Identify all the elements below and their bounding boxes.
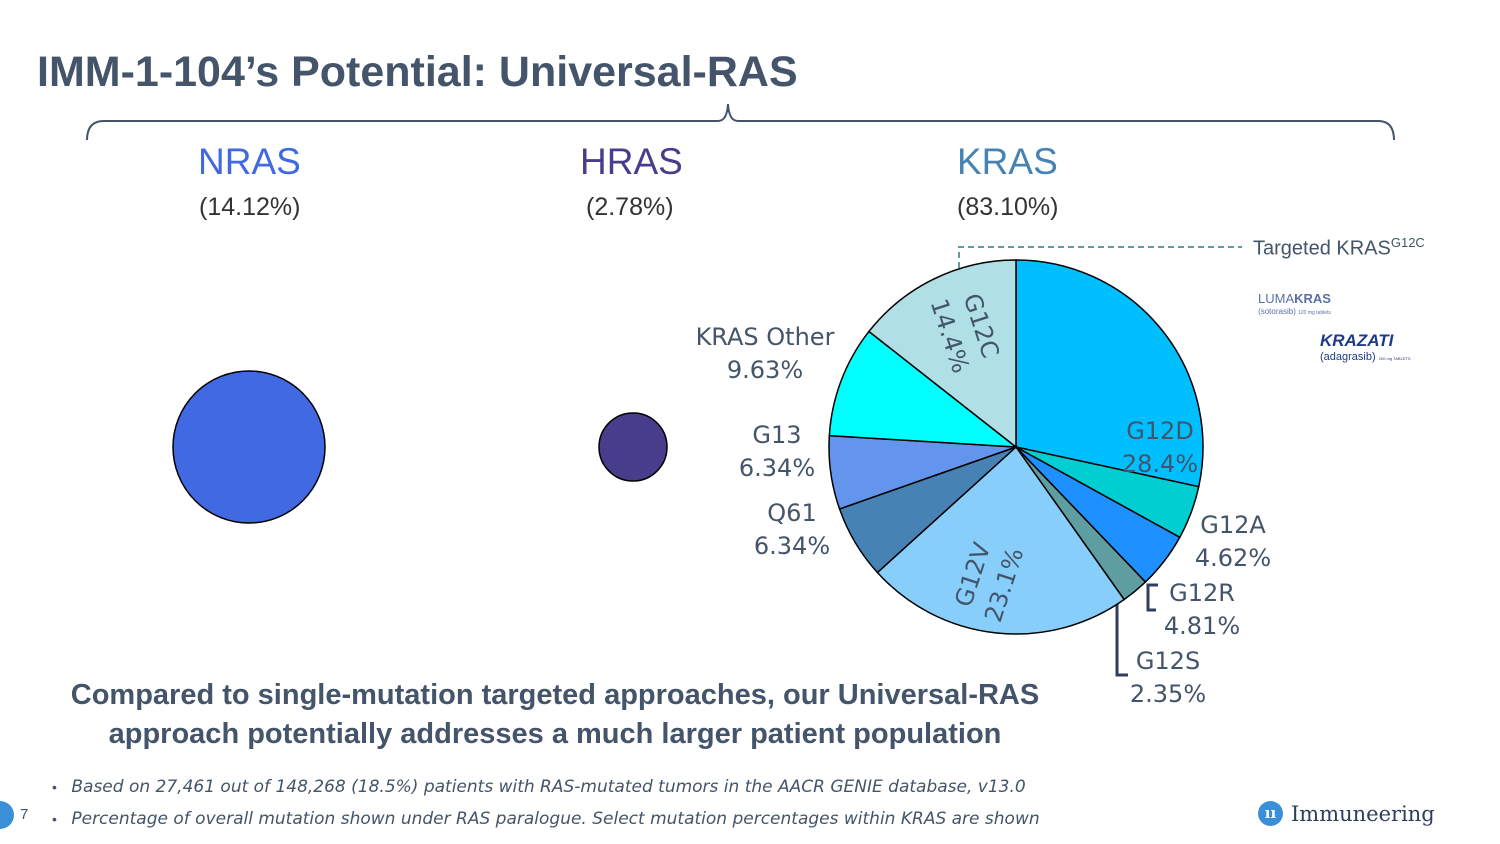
- targeted-leader-line: [958, 246, 1242, 268]
- kras-label: KRAS: [957, 141, 1058, 182]
- nras-circle: [172, 370, 326, 524]
- label-g12a: G12A 4.62%: [1194, 511, 1272, 572]
- footnote-2: • Percentage of overall mutation shown u…: [52, 809, 1040, 829]
- kras-percent: (83.10%): [957, 193, 1059, 221]
- krazati-logo: KRAZATI (adagrasib) 200 mg TABLETS: [1320, 331, 1411, 367]
- pie-slice-g12c: [867, 259, 1017, 449]
- targeted-kras-label: Targeted KRASG12C: [1253, 235, 1425, 261]
- pie-slice-kras-other: [828, 330, 1019, 448]
- label-g13: G13 6.34%: [738, 421, 816, 482]
- label-g12s: G12S 2.35%: [1129, 647, 1207, 708]
- footnote-text: Based on 27,461 out of 148,268 (18.5%) p…: [71, 777, 1026, 797]
- pie-slice-g12v: [876, 445, 1126, 635]
- bullet: •: [52, 779, 57, 795]
- hras-percent: (2.78%): [586, 193, 674, 221]
- immuneering-logo-icon: ıı: [1258, 801, 1283, 826]
- page-title: IMM-1-104’s Potential: Universal-RAS: [37, 48, 798, 96]
- nras-percent: (14.12%): [199, 193, 301, 221]
- label-kras-other: KRAS Other 9.63%: [695, 323, 835, 384]
- hras-label: HRAS: [580, 141, 683, 182]
- g12s-callout-line: [1115, 600, 1128, 677]
- page-number: 7: [20, 806, 29, 823]
- nras-label: NRAS: [198, 141, 301, 182]
- page-marker: [0, 801, 14, 829]
- label-q61: Q61 6.34%: [753, 499, 831, 560]
- lumakras-logo: LUMAKRAS (sotorasib) 120 mg tablets: [1258, 292, 1331, 320]
- pie-slice-g12d: [1015, 259, 1204, 488]
- krazati-logo-name: KRAZATI: [1320, 331, 1394, 350]
- label-g12d: G12D 28.4%: [1121, 417, 1199, 478]
- targeted-kras-sup: G12C: [1390, 235, 1425, 250]
- lumakras-logo-b: KRAS: [1294, 291, 1331, 306]
- lumakras-logo-dose: 120 mg tablets: [1298, 310, 1331, 316]
- krazati-logo-sub: (adagrasib): [1320, 351, 1376, 363]
- footnote-1: • Based on 27,461 out of 148,268 (18.5%)…: [52, 777, 1026, 797]
- headline: Compared to single-mutation targeted app…: [70, 679, 1040, 750]
- lumakras-logo-a: LUMA: [1258, 291, 1295, 306]
- krazati-logo-dose: 200 mg TABLETS: [1378, 356, 1411, 361]
- kras-pie: [828, 259, 1204, 635]
- hras-circle: [598, 412, 668, 482]
- label-g12r: G12R 4.81%: [1163, 579, 1241, 640]
- lumakras-logo-sub: (sotorasib): [1258, 307, 1296, 316]
- targeted-kras-text: Targeted KRAS: [1253, 237, 1391, 260]
- company-name: Immuneering: [1291, 802, 1435, 826]
- g12r-callout-line: [1146, 583, 1158, 612]
- footnote-text: Percentage of overall mutation shown und…: [71, 809, 1040, 829]
- bullet: •: [52, 811, 57, 827]
